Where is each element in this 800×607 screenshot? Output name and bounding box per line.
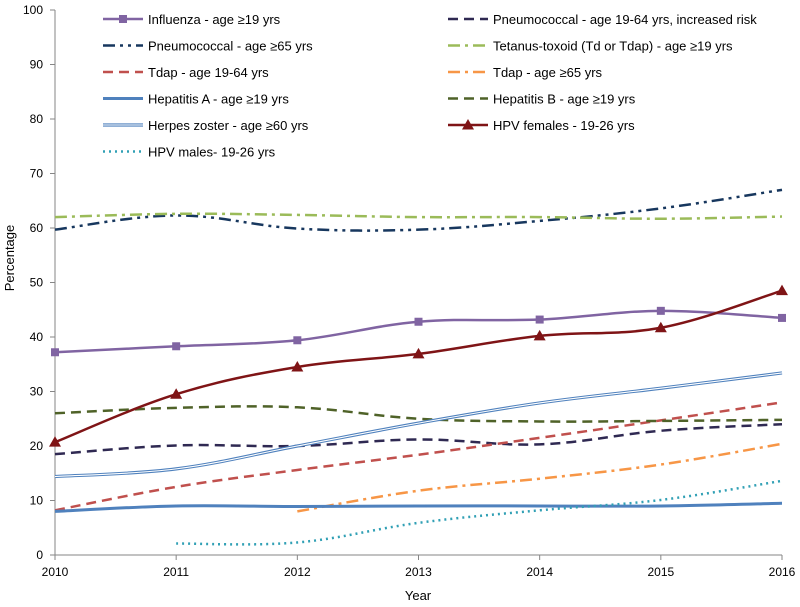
y-tick-label: 20	[30, 439, 44, 453]
legend-label-pneumo-65: Pneumococcal - age ≥65 yrs	[148, 39, 313, 54]
data-point-influenza	[293, 336, 302, 345]
legend-label-tdap-65: Tdap - age ≥65 yrs	[493, 65, 603, 80]
data-point-influenza	[172, 342, 181, 351]
x-tick-label: 2013	[405, 565, 432, 579]
y-tick-label: 50	[30, 276, 44, 290]
legend-item-hpv-f: HPV females - 19-26 yrs	[448, 118, 635, 133]
x-tick-label: 2016	[769, 565, 796, 579]
x-tick-label: 2012	[284, 565, 311, 579]
y-tick-label: 80	[30, 112, 44, 126]
legend-marker-influenza	[119, 15, 127, 23]
legend-label-hepa: Hepatitis A - age ≥19 yrs	[148, 92, 289, 107]
series-line-hepa	[54, 501, 783, 513]
data-point-influenza	[51, 348, 59, 357]
data-point-hpv-f	[49, 436, 61, 447]
legend-item-pneumo-risk: Pneumococcal - age 19-64 yrs, increased …	[448, 12, 757, 27]
y-tick-label: 10	[30, 494, 44, 508]
series-line-pneumo-risk	[54, 422, 783, 456]
x-tick-label: 2015	[647, 565, 674, 579]
y-tick-label: 90	[30, 58, 44, 72]
y-tick-label: 60	[30, 221, 44, 235]
series-line-zoster-inner	[54, 372, 783, 478]
series-layer	[49, 188, 788, 546]
data-point-hpv-f	[412, 347, 425, 359]
data-point-influenza	[778, 313, 786, 322]
series-pneumo-risk	[54, 422, 783, 456]
series-tdap-65	[297, 442, 783, 513]
legend-item-hepb: Hepatitis B - age ≥19 yrs	[448, 92, 636, 107]
y-tick-label: 100	[23, 3, 43, 17]
data-point-hpv-f	[776, 284, 788, 296]
x-tick-label: 2010	[42, 565, 69, 579]
data-point-influenza	[656, 306, 665, 315]
series-hepa	[54, 501, 783, 513]
series-tetanus	[54, 212, 783, 220]
legend: Influenza - age ≥19 yrs Pneumococcal - ag…	[103, 12, 757, 160]
legend-label-zoster: Herpes zoster - age ≥60 yrs	[148, 118, 309, 133]
x-tick-label: 2011	[163, 565, 189, 579]
legend-label-hpv-f: HPV females - 19-26 yrs	[493, 118, 635, 133]
y-tick-label: 0	[36, 548, 43, 562]
series-hepb	[54, 405, 783, 423]
y-ticks: 0 10 20 30 40 50 60 70 80 90 100	[23, 3, 55, 562]
data-point-hpv-f	[533, 329, 546, 341]
series-influenza	[51, 306, 786, 357]
legend-label-influenza: Influenza - age ≥19 yrs	[148, 12, 281, 27]
series-line-tetanus	[54, 212, 783, 220]
y-tick-label: 40	[30, 330, 44, 344]
legend-item-pneumo-65: Pneumococcal - age ≥65 yrs	[103, 39, 313, 54]
legend-marker-hpv-f	[462, 119, 474, 130]
legend-label-hpv-m: HPV males- 19-26 yrs	[148, 145, 276, 160]
series-line-tdap-65	[297, 442, 783, 513]
series-line-tdap-19-64	[54, 401, 783, 512]
data-point-hpv-f	[291, 360, 304, 372]
legend-item-tdap-19-64: Tdap - age 19-64 yrs	[103, 65, 269, 80]
y-tick-label: 70	[30, 167, 44, 181]
series-zoster	[54, 371, 783, 479]
series-hpv-m	[176, 479, 783, 546]
legend-item-hepa: Hepatitis A - age ≥19 yrs	[103, 92, 289, 107]
legend-label-pneumo-risk: Pneumococcal - age 19-64 yrs, increased …	[493, 12, 757, 27]
data-point-influenza	[535, 315, 544, 324]
legend-label-tetanus: Tetanus-toxoid (Td or Tdap) - age ≥19 yr…	[493, 39, 733, 54]
x-tick-label: 2014	[526, 565, 553, 579]
legend-item-hpv-m: HPV males- 19-26 yrs	[103, 145, 276, 160]
series-line-hpv-m	[176, 479, 783, 546]
data-point-hpv-f	[654, 321, 667, 333]
series-line-influenza	[54, 309, 783, 354]
series-pneumo-65	[54, 188, 783, 232]
series-tdap-19-64	[54, 401, 783, 512]
x-axis-title: Year	[405, 588, 432, 603]
legend-item-influenza: Influenza - age ≥19 yrs	[103, 12, 281, 27]
legend-item-tetanus: Tetanus-toxoid (Td or Tdap) - age ≥19 yr…	[448, 39, 733, 54]
data-point-hpv-f	[170, 388, 183, 399]
series-line-hepb	[54, 405, 783, 423]
y-axis-title: Percentage	[2, 225, 17, 292]
x-ticks: 2010 2011 2012 2013 2014 2015 2016	[42, 555, 796, 579]
legend-label-hepb: Hepatitis B - age ≥19 yrs	[493, 92, 636, 107]
series-line-zoster	[54, 371, 783, 479]
legend-item-tdap-65: Tdap - age ≥65 yrs	[448, 65, 603, 80]
legend-label-tdap-19-64: Tdap - age 19-64 yrs	[148, 65, 269, 80]
data-point-influenza	[414, 317, 423, 326]
series-line-pneumo-65	[54, 188, 783, 232]
y-tick-label: 30	[30, 385, 44, 399]
series-hpv-f	[49, 284, 788, 447]
legend-item-zoster: Herpes zoster - age ≥60 yrs	[103, 118, 309, 133]
